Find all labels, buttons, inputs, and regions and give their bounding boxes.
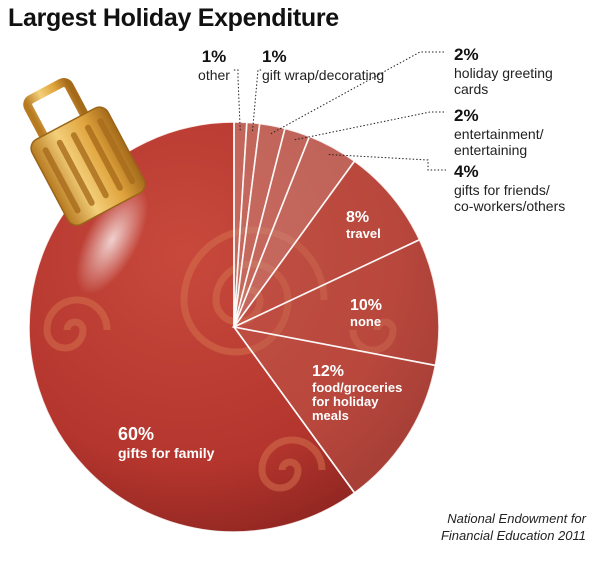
slice-text-4-2: entertaining [454,142,527,158]
slice-text-5-1: gifts for friends/ [454,182,550,198]
slice-percent-8: 12% [312,363,344,380]
slice-text-4-1: entertainment/ [454,126,544,142]
slice-percent-6: 8% [346,209,369,226]
slice-text-9-1: gifts for family [118,445,215,461]
leader-line-1 [232,69,241,131]
slice-text-6-1: travel [346,226,381,241]
slice-percent-7: 10% [350,297,382,314]
source-line-1: National Endowment for [447,511,586,526]
slice-label-8: 12% food/groceries for holiday meals [312,363,402,423]
leader-line-2 [252,69,262,132]
slice-percent-5: 4% [454,162,479,181]
pie-slice-7 [231,238,440,367]
source-note: National Endowment for Financial Educati… [441,510,586,544]
slice-percent-9: 60% [118,424,154,444]
slice-percent-3: 2% [454,45,479,64]
slice-label-7: 10% none [350,297,382,329]
slice-text-3-1: holiday greeting [454,65,553,81]
leader-line-4 [294,111,446,141]
slice-text-2-1: gift wrap/decorating [262,67,384,83]
slice-label-6: 8% travel [346,209,381,241]
ornament-cap [23,78,146,227]
pie-slice-6 [233,160,421,328]
pie-slice-8 [232,325,437,494]
ornament-swirls [43,226,397,492]
slice-text-1-1: other [198,67,230,83]
slice-label-9: 60% gifts for family [118,424,215,461]
slice-label-5: 4% gifts for friends/co-workers/others [454,162,565,214]
ornament-highlight [75,185,149,295]
leader-line-5 [328,154,446,171]
slice-percent-2: 1% [262,47,287,66]
slice-text-8-3: meals [312,408,349,423]
leader-line-3 [270,51,446,135]
source-line-2: Financial Education 2011 [440,528,586,543]
slice-percent-4: 2% [454,106,479,125]
slice-label-4: 2% entertainment/entertaining [454,106,544,158]
slice-text-8-1: food/groceries [312,380,402,395]
chart-title: Largest Holiday Expenditure [8,4,339,32]
slice-text-8-2: for holiday [312,394,379,409]
slice-text-5-2: co-workers/others [454,198,565,214]
slice-label-1: 1% other [198,47,230,83]
slice-label-3: 2% holiday greeting cards [454,45,553,97]
slice-percent-1: 1% [202,47,227,66]
slice-text-7-1: none [350,314,381,329]
slice-text-3-2: cards [454,81,488,97]
slice-label-2: 1% gift wrap/decorating [262,47,384,83]
